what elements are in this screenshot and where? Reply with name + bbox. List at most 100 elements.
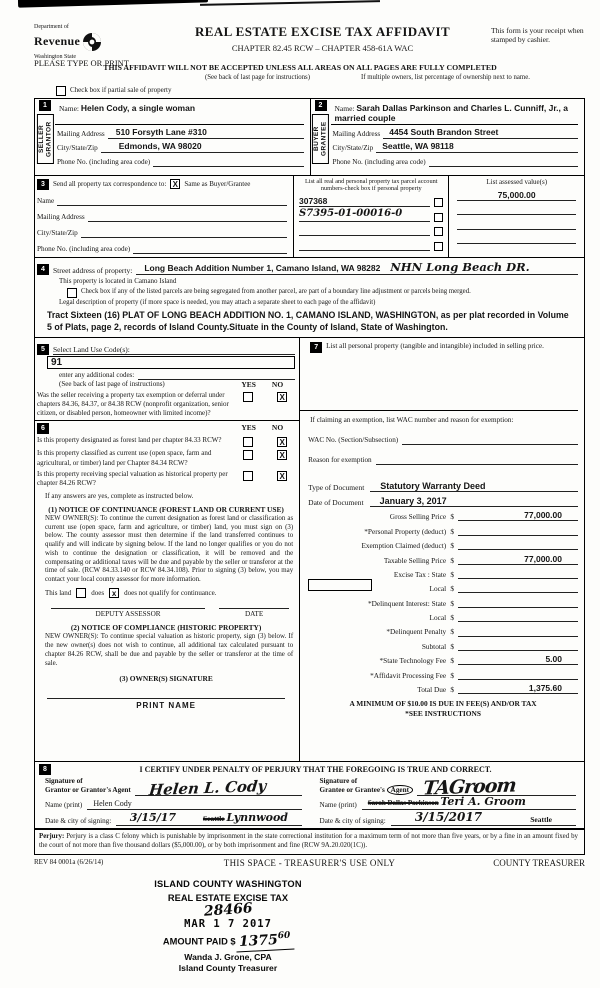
total-due-input[interactable]: 1,375.60: [458, 683, 578, 695]
grantee-name-input[interactable]: Sarah Dallas Parkinson Teri A. Groom: [361, 795, 576, 810]
parcel-input-2[interactable]: S7395-01-00016-0: [299, 208, 431, 222]
buyer-section: 2 BUYER GRANTEE Name: Sarah Dallas Parki…: [309, 98, 585, 175]
parcel-row-3: [299, 222, 444, 237]
subtotal-input[interactable]: [458, 649, 578, 651]
total-due-value: 1,375.60: [528, 683, 562, 694]
grantee-date-input[interactable]: 3/15/2017 Seattle: [390, 809, 576, 826]
buyer-mailing-input[interactable]: 4454 South Brandon Street: [383, 127, 578, 140]
s6-yes-no-header: YES NO: [49, 423, 295, 432]
fee-row-taxable: Taxable Selling Price $ 77,000.00: [308, 550, 578, 565]
land-use-code-input[interactable]: 91: [47, 356, 296, 370]
parcel-input-4[interactable]: [299, 249, 431, 251]
reason-input[interactable]: [375, 464, 578, 466]
excise-local-input[interactable]: [458, 592, 578, 594]
assessed-input-3[interactable]: [457, 228, 576, 230]
historical-yes-checkbox[interactable]: [243, 470, 254, 481]
county-treasurer-label: COUNTY TREASURER: [493, 857, 585, 868]
grantee-signature-input[interactable]: TAGroom: [417, 774, 576, 800]
stamp-amount-row: AMOUNT PAID $137560: [108, 930, 348, 953]
seller-city-input[interactable]: Edmonds, WA 98020: [100, 141, 304, 153]
correspondence-name-input[interactable]: [57, 204, 288, 206]
parcel-number-handwritten: S7395-01-00016-0: [299, 208, 403, 220]
segregated-checkbox[interactable]: [67, 287, 77, 298]
grantor-name-input[interactable]: Helen Cody: [87, 799, 302, 810]
taxable-price-input[interactable]: 77,000.00: [458, 554, 578, 565]
current-use-question-text: Is this property classified as current u…: [37, 449, 212, 467]
form-title: REAL ESTATE EXCISE TAX AFFIDAVIT: [194, 24, 451, 39]
processing-fee-input[interactable]: [458, 678, 578, 680]
doc-date-input[interactable]: January 3, 2017: [369, 496, 578, 508]
street-address-input[interactable]: Long Beach Addition Number 1, Camano Isl…: [136, 260, 578, 275]
perjury-notice: Perjury: Perjury is a class C felony whi…: [35, 828, 584, 854]
does-qualify-checkbox[interactable]: [76, 587, 87, 598]
delinquent-local-input[interactable]: [458, 621, 578, 623]
grantor-sig-label-1: Signature of: [45, 777, 83, 786]
deputy-assessor-line[interactable]: DEPUTY ASSESSOR: [51, 607, 206, 619]
delinquent-penalty-input[interactable]: [458, 635, 578, 637]
street-address-value: Long Beach Addition Number 1, Camano Isl…: [144, 262, 381, 273]
forest-no-checkbox[interactable]: X: [277, 437, 288, 448]
same-as-buyer-checkbox[interactable]: X: [170, 179, 181, 190]
seller-mailing-input[interactable]: 510 Forsyth Lane #310: [107, 127, 304, 139]
grantor-date-input[interactable]: 3/15/17 Seattle Lynnwood: [116, 811, 302, 826]
dollar-sign: $: [450, 670, 454, 680]
correspondence-city-input[interactable]: [80, 236, 288, 238]
current-use-yes-checkbox[interactable]: [243, 450, 254, 461]
doc-type-input[interactable]: Statutory Warranty Deed: [370, 481, 578, 493]
deputy-date-line[interactable]: DATE: [219, 607, 290, 619]
grantor-name-row: Name (print) Helen Cody: [45, 796, 302, 810]
local-rate-box[interactable]: [308, 579, 373, 592]
grantor-city-handwritten: Lynnwood: [226, 811, 289, 825]
historical-no-checkbox[interactable]: X: [277, 470, 288, 481]
delinquent-state-input[interactable]: [458, 606, 578, 608]
forest-yes-checkbox[interactable]: [243, 437, 254, 448]
seller-fields: Name: Helen Cody, a single woman Mailing…: [55, 99, 310, 175]
grantee-date-label: Date & city of signing:: [319, 816, 386, 825]
tech-fee-input[interactable]: 5.00: [458, 654, 578, 666]
personal-property-checkbox-2[interactable]: [434, 212, 444, 222]
please-type-or-print: PLEASE TYPE OR PRINT: [34, 58, 130, 68]
send-correspondence-row: 3 Send all property tax correspondence t…: [37, 178, 287, 190]
assessed-input-4[interactable]: [457, 243, 576, 245]
parcel-input-3[interactable]: [299, 235, 431, 237]
tech-fee-label: *State Technology Fee: [379, 656, 447, 666]
assessed-input-2[interactable]: [457, 214, 576, 216]
exemption-deduct-input[interactable]: [458, 549, 578, 551]
does-not-qualify-checkbox[interactable]: x: [109, 587, 120, 598]
personal-property-checkbox-4[interactable]: [434, 241, 444, 251]
correspondence-phone-input[interactable]: [133, 252, 288, 254]
current-use-no-checkbox[interactable]: X: [277, 450, 288, 461]
form-subtitle: CHAPTER 82.45 RCW – CHAPTER 458-61A WAC: [231, 43, 414, 54]
historical-question-text: Is this property receiving special valua…: [37, 469, 228, 487]
buyer-city-input[interactable]: Seattle, WA 98118: [376, 141, 578, 154]
excise-state-input[interactable]: [458, 578, 578, 579]
land-use-header-row: 5 Select Land Use Code(s):: [37, 344, 296, 356]
personal-deduct-input[interactable]: [458, 534, 578, 536]
subtotal-label: Subtotal: [421, 641, 447, 651]
buyer-phone-input[interactable]: [428, 166, 578, 168]
grantor-signature-input[interactable]: Helen L. Cody: [134, 777, 302, 799]
header-center: REAL ESTATE EXCISE TAX AFFIDAVIT CHAPTER…: [154, 24, 491, 54]
assessed-row-4: [457, 230, 576, 245]
print-name-line[interactable]: PRINT NAME: [47, 697, 286, 710]
correspondence-mailing-input[interactable]: [87, 220, 288, 222]
exemption-no-checkbox[interactable]: X: [277, 392, 288, 403]
seller-name-row: Name: Helen Cody, a single woman: [55, 101, 304, 125]
partial-sale-checkbox[interactable]: [56, 85, 66, 96]
assessed-input-1[interactable]: 75,000.00: [457, 190, 576, 201]
parcel-input-1[interactable]: 307368: [299, 196, 431, 208]
exemption-yes-checkbox[interactable]: [243, 392, 254, 403]
wac-number-input[interactable]: [402, 444, 578, 446]
section-8: 8 I CERTIFY UNDER PENALTY OF PERJURY THA…: [35, 762, 584, 829]
exemption-deduct-label: Exemption Claimed (deduct): [361, 541, 447, 551]
additional-codes-input[interactable]: [138, 378, 296, 380]
seller-phone-input[interactable]: [153, 165, 304, 167]
personal-property-checkbox-3[interactable]: [434, 227, 444, 237]
spacer: [308, 465, 578, 477]
buyer-grantee-label: BUYER GRANTEE: [312, 113, 329, 164]
wac-number-row: WAC No. (Section/Subsection): [308, 425, 578, 446]
perjury-text: Perjury is a class C felony which is pun…: [39, 832, 578, 849]
gross-price-input[interactable]: 77,000.00: [458, 510, 578, 522]
grantee-date-handwritten: 3/15/2017: [414, 809, 483, 824]
personal-property-checkbox-1[interactable]: [434, 198, 444, 208]
